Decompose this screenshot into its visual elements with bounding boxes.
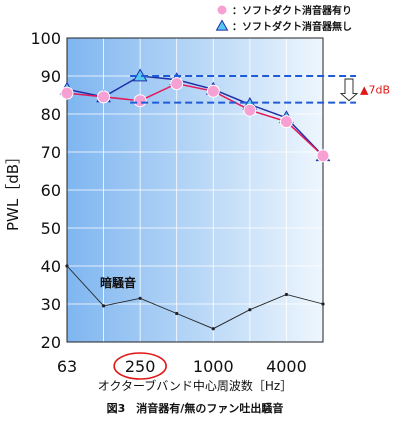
y-axis-label: PWL［dB］ [4, 149, 22, 231]
data-point-circle [97, 90, 111, 104]
series-line [66, 265, 324, 330]
annotation-arrow-icon [339, 78, 359, 102]
data-point-dot [65, 264, 69, 268]
y-tick-label: 70 [41, 143, 61, 162]
data-point-circle [206, 84, 220, 98]
legend-label: ：ソフトダクト消音器無し [232, 20, 352, 33]
series: 暗騒音 [59, 68, 331, 331]
data-point-dot [284, 292, 289, 297]
data-point-dot [321, 302, 325, 306]
data-point-circle [60, 86, 74, 100]
data-point-circle [170, 77, 184, 91]
y-tick-label: 80 [41, 105, 61, 124]
x-axis-label: オクターブバンド中心周波数［Hz］ [98, 378, 292, 393]
y-tick-label: 90 [41, 67, 61, 86]
y-tick-label: 20 [41, 333, 61, 352]
y-tick-label: 60 [41, 181, 61, 200]
annotation-label: ▲7dB [360, 83, 390, 96]
y-tick-label: 30 [41, 295, 61, 314]
x-tick-label: 4000 [266, 357, 307, 376]
legend-label: ：ソフトダクト消音器有り [232, 4, 352, 17]
series-line [66, 75, 324, 157]
data-point-dot [138, 296, 142, 300]
y-tick-label: 50 [41, 219, 61, 238]
y-tick-label: 40 [41, 257, 61, 276]
x-tick-label: 1000 [193, 357, 234, 376]
data-point-circle [279, 115, 293, 129]
x-tick-label: 63 [57, 357, 77, 376]
axes: 20 30 40 50 60 70 80 90 100 63 250 1000 4000 [30, 29, 324, 380]
x-tick-label: 250 [125, 357, 156, 376]
plot-frame [66, 37, 324, 343]
tick-highlight-circle [113, 352, 167, 380]
legend-marker-circle [216, 4, 228, 16]
data-point-dot [101, 304, 106, 308]
data-point-circle [243, 103, 257, 117]
dark-noise-label: 暗騒音 [100, 275, 136, 290]
data-point-dot [175, 311, 179, 316]
data-point-circle [133, 94, 147, 108]
data-point-dot [248, 308, 252, 312]
figure-caption: 図3 消音器有/無のファン吐出騒音 [107, 401, 284, 415]
data-point-dot [211, 327, 215, 331]
data-point-circle [316, 149, 330, 163]
legend-marker-triangle [215, 19, 229, 31]
y-tick-label: 100 [30, 29, 61, 48]
annotation: ▲7dB [130, 75, 390, 104]
legend: ：ソフトダクト消音器有り ：ソフトダクト消音器無し [215, 4, 352, 33]
